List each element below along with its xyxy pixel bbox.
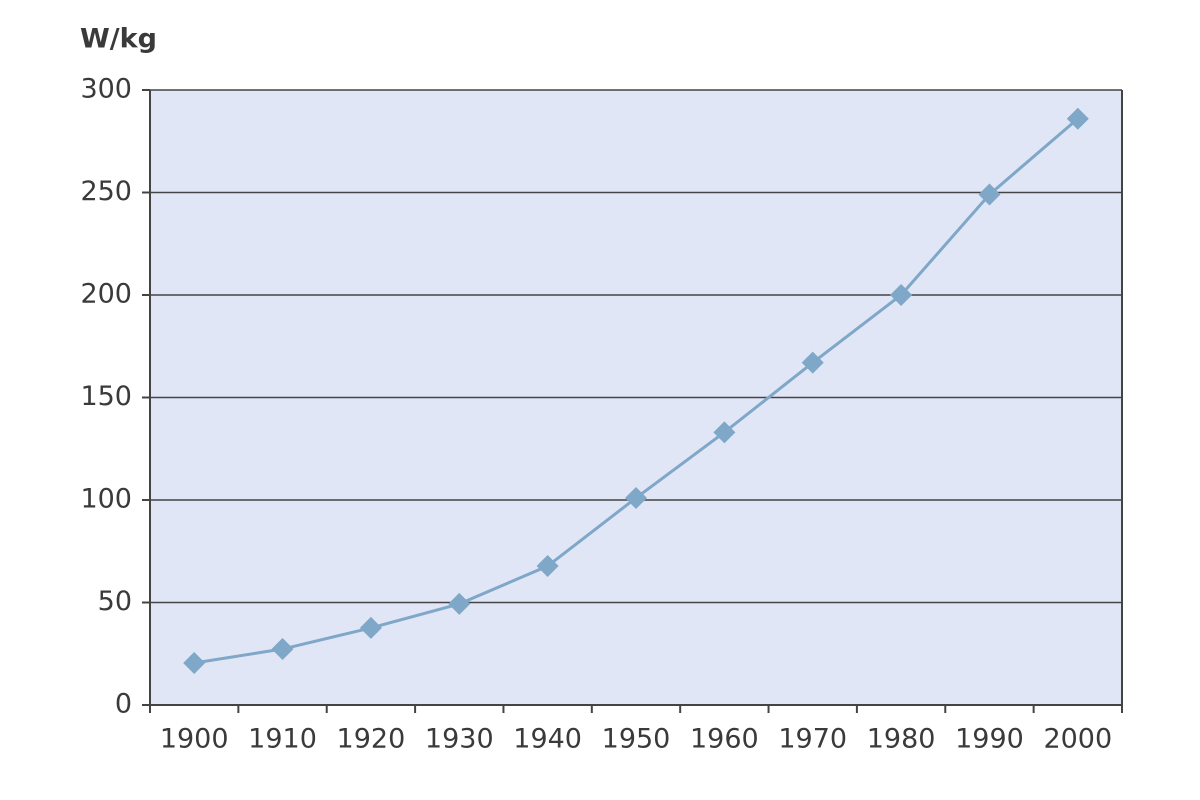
- data-marker: [713, 421, 736, 444]
- x-tick-label: 1990: [955, 724, 1024, 755]
- y-tick-label: 100: [80, 484, 132, 515]
- x-tick-label: 1960: [690, 724, 759, 755]
- x-tick-label: 1920: [337, 724, 406, 755]
- data-marker: [1066, 107, 1089, 130]
- y-tick-label: 250: [80, 176, 132, 207]
- y-tick-label: 50: [98, 586, 132, 617]
- data-marker: [801, 351, 824, 374]
- y-tick-label: 0: [115, 689, 132, 720]
- data-marker: [625, 486, 647, 509]
- x-tick-label: 1950: [602, 724, 671, 755]
- y-tick-label: 200: [80, 279, 132, 310]
- x-tick-label: 1910: [248, 724, 317, 755]
- x-tick-label: 1900: [160, 724, 229, 755]
- y-tick-label: 150: [80, 381, 132, 412]
- x-tick-label: 1970: [778, 724, 847, 755]
- x-tick-label: 1940: [513, 724, 582, 755]
- x-tick-label: 2000: [1043, 724, 1112, 755]
- data-marker: [978, 183, 1001, 206]
- x-tick-label: 1980: [867, 724, 936, 755]
- y-tick-label: 300: [80, 74, 132, 105]
- data-marker: [271, 638, 294, 661]
- x-tick-label: 1930: [425, 724, 494, 755]
- data-marker: [359, 616, 382, 639]
- data-marker: [890, 284, 913, 306]
- y-axis-label: W/kg: [80, 24, 157, 55]
- data-marker: [183, 651, 206, 674]
- data-marker: [536, 555, 559, 578]
- data-marker: [448, 592, 471, 615]
